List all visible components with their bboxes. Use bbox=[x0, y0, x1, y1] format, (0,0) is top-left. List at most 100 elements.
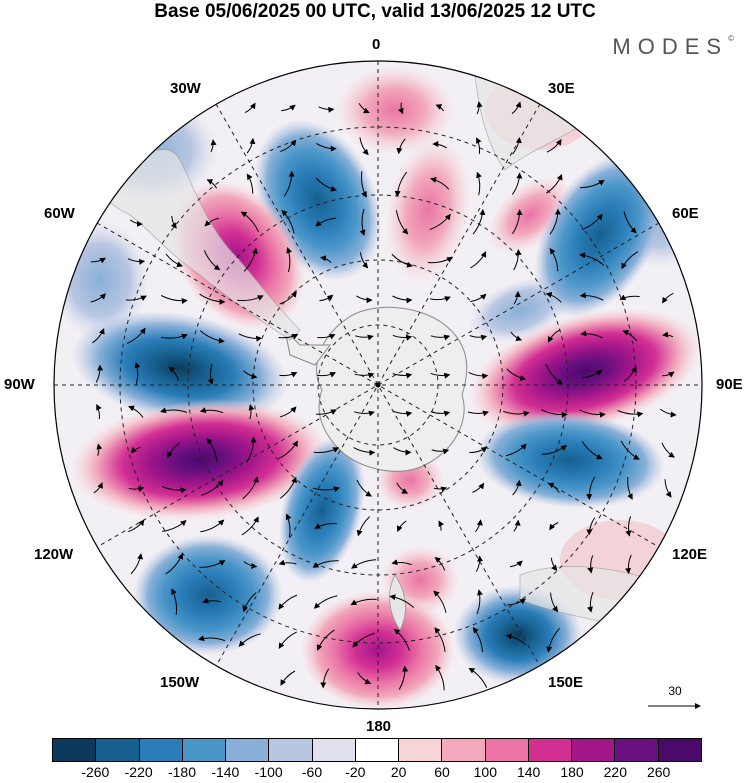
wind-arrow bbox=[397, 102, 404, 115]
wind-arrow bbox=[587, 555, 594, 574]
wind-arrow bbox=[396, 138, 406, 155]
wind-arrow bbox=[243, 370, 258, 380]
wind-arrow bbox=[549, 247, 559, 272]
colorbar-tick-label: 100 bbox=[473, 764, 498, 780]
wind-arrow bbox=[278, 559, 297, 566]
wind-arrow bbox=[540, 409, 568, 418]
wind-arrow bbox=[248, 404, 255, 420]
wind-arrow bbox=[392, 410, 413, 417]
wind-arrow bbox=[240, 211, 259, 233]
wind-arrow bbox=[545, 291, 562, 303]
wind-arrow bbox=[168, 366, 180, 381]
wind-arrow bbox=[198, 635, 226, 642]
wind-arrow bbox=[199, 293, 226, 305]
wind-arrow bbox=[160, 407, 188, 414]
wind-arrow bbox=[394, 171, 408, 197]
wind-arrow bbox=[353, 410, 375, 417]
wind-arrow bbox=[621, 251, 639, 270]
colorbar-swatch bbox=[312, 739, 356, 761]
wind-arrow bbox=[316, 629, 335, 651]
wind-arrow bbox=[96, 404, 102, 420]
wind-arrow bbox=[662, 292, 674, 304]
wind-arrow bbox=[313, 595, 338, 609]
colorbar-swatch bbox=[658, 739, 701, 761]
wind-arrow bbox=[128, 405, 144, 418]
wind-arrow bbox=[581, 441, 603, 460]
colorbar-swatch bbox=[96, 739, 140, 761]
wind-arrow bbox=[392, 372, 413, 379]
wind-arrow bbox=[586, 476, 596, 501]
wind-arrow bbox=[95, 364, 104, 383]
wind-arrow bbox=[513, 249, 522, 271]
wind-arrow bbox=[398, 665, 409, 690]
wind-arrow bbox=[286, 247, 292, 273]
wind-arrow bbox=[206, 179, 218, 189]
wind-arrow bbox=[434, 556, 446, 571]
wind-arrow bbox=[359, 252, 369, 269]
wind-arrow bbox=[280, 406, 297, 418]
colorbar-swatch bbox=[53, 739, 97, 761]
colorbar-swatch bbox=[442, 739, 486, 761]
wind-arrow bbox=[281, 209, 295, 234]
wind-arrow bbox=[435, 664, 445, 691]
south-america bbox=[103, 149, 301, 341]
wind-arrow bbox=[356, 516, 371, 537]
wind-arrow bbox=[622, 329, 638, 342]
wind-arrow bbox=[503, 410, 530, 417]
lon-label-150e: 150E bbox=[548, 674, 584, 691]
wind-arrow bbox=[391, 559, 412, 566]
wind-arrow bbox=[160, 295, 188, 304]
wind-arrow bbox=[511, 101, 522, 115]
anomaly-neg-150w-a bbox=[278, 436, 366, 584]
wind-arrow bbox=[511, 209, 523, 235]
wind-arrow bbox=[546, 173, 563, 194]
wind-arrow bbox=[161, 486, 187, 494]
anomaly-field bbox=[54, 61, 702, 709]
wind-arrow bbox=[351, 559, 377, 569]
wind-arrow bbox=[210, 139, 217, 153]
wind-arrow bbox=[165, 553, 184, 575]
colorbar-swatch bbox=[572, 739, 616, 761]
colorbar-swatch bbox=[399, 739, 443, 761]
wind-arrow bbox=[620, 440, 640, 460]
chart-title: Base 05/06/2025 00 UTC, valid 13/06/2025… bbox=[154, 1, 596, 22]
wind-arrow bbox=[470, 251, 487, 269]
wind-arrow bbox=[468, 667, 488, 688]
wind-arrow bbox=[546, 138, 562, 153]
lon-label-90e: 90E bbox=[716, 376, 743, 393]
wind-arrow bbox=[469, 334, 488, 341]
wind-arrow bbox=[470, 293, 487, 303]
wind-arrow bbox=[361, 171, 367, 198]
wind-arrow bbox=[315, 217, 337, 227]
wind-arrow bbox=[506, 598, 527, 606]
wind-arrow bbox=[127, 258, 146, 265]
lon-label-120w: 120W bbox=[34, 546, 74, 563]
wind-arrow bbox=[312, 486, 340, 493]
wind-arrow bbox=[472, 208, 486, 235]
colorbar-swatch bbox=[139, 739, 183, 761]
anomaly-neg-90w bbox=[71, 310, 289, 426]
wind-arrow bbox=[392, 334, 413, 341]
wind-arrow bbox=[167, 442, 181, 459]
wind-arrow bbox=[546, 627, 560, 653]
wind-arrow bbox=[237, 295, 264, 302]
wind-arrow bbox=[432, 141, 447, 149]
wind-arrow bbox=[662, 331, 674, 338]
wind-arrow bbox=[506, 368, 527, 381]
wind-arrow bbox=[358, 103, 370, 114]
wind-arrow bbox=[356, 479, 372, 497]
wind-arrow bbox=[207, 363, 214, 386]
wind-arrow bbox=[316, 142, 337, 152]
wind-arrow bbox=[130, 446, 141, 454]
wind-arrow bbox=[475, 519, 483, 533]
wind-arrow bbox=[435, 104, 445, 112]
wind-arrow bbox=[200, 519, 225, 533]
wind-arrow bbox=[664, 479, 672, 498]
wind-arrow bbox=[199, 330, 225, 344]
wind-arrow bbox=[513, 519, 521, 532]
wind-arrow bbox=[393, 447, 412, 456]
wind-arrow bbox=[202, 597, 221, 604]
wind-arrow bbox=[244, 102, 256, 114]
wind-arrow bbox=[662, 371, 675, 378]
colorbar-tick-label: 260 bbox=[646, 764, 671, 780]
